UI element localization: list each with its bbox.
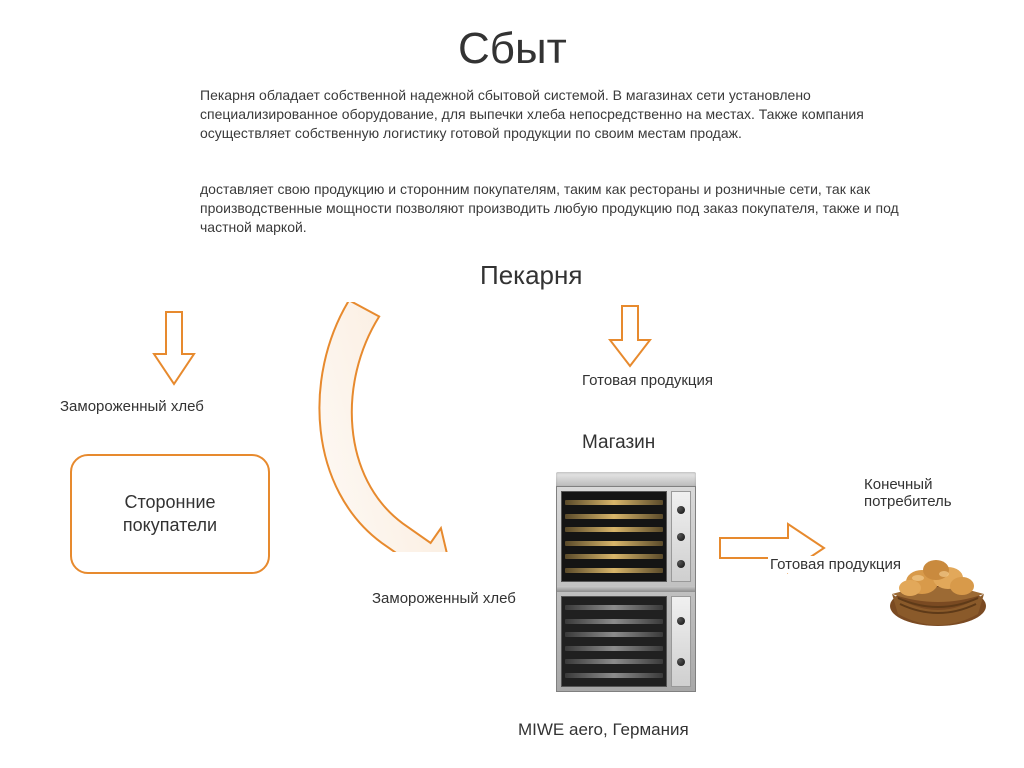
oven-illustration <box>556 472 696 692</box>
node-external-buyers-label: Сторонние покупатели <box>123 491 217 538</box>
arrow-bakery-to-buyers <box>152 310 196 391</box>
page-title: Сбыт <box>458 24 567 74</box>
oven-caption: MIWE aero, Германия <box>518 720 689 740</box>
label-store: Магазин <box>582 432 655 454</box>
label-frozen-bread-2: Замороженный хлеб <box>372 590 516 607</box>
node-external-buyers: Сторонние покупатели <box>70 454 270 574</box>
arrow-bakery-to-store <box>608 304 652 373</box>
arrow-bakery-to-oven-curved <box>278 302 568 557</box>
intro-paragraph-1: Пекарня обладает собственной надежной сб… <box>200 86 910 143</box>
label-frozen-bread-1: Замороженный хлеб <box>60 398 204 415</box>
label-finished-goods-1: Готовая продукция <box>582 372 713 389</box>
node-bakery: Пекарня <box>480 260 582 291</box>
label-end-consumer: Конечный потребитель <box>864 476 1024 510</box>
bread-basket-icon <box>878 524 988 624</box>
intro-paragraph-2: доставляет свою продукцию и сторонним по… <box>200 180 920 237</box>
